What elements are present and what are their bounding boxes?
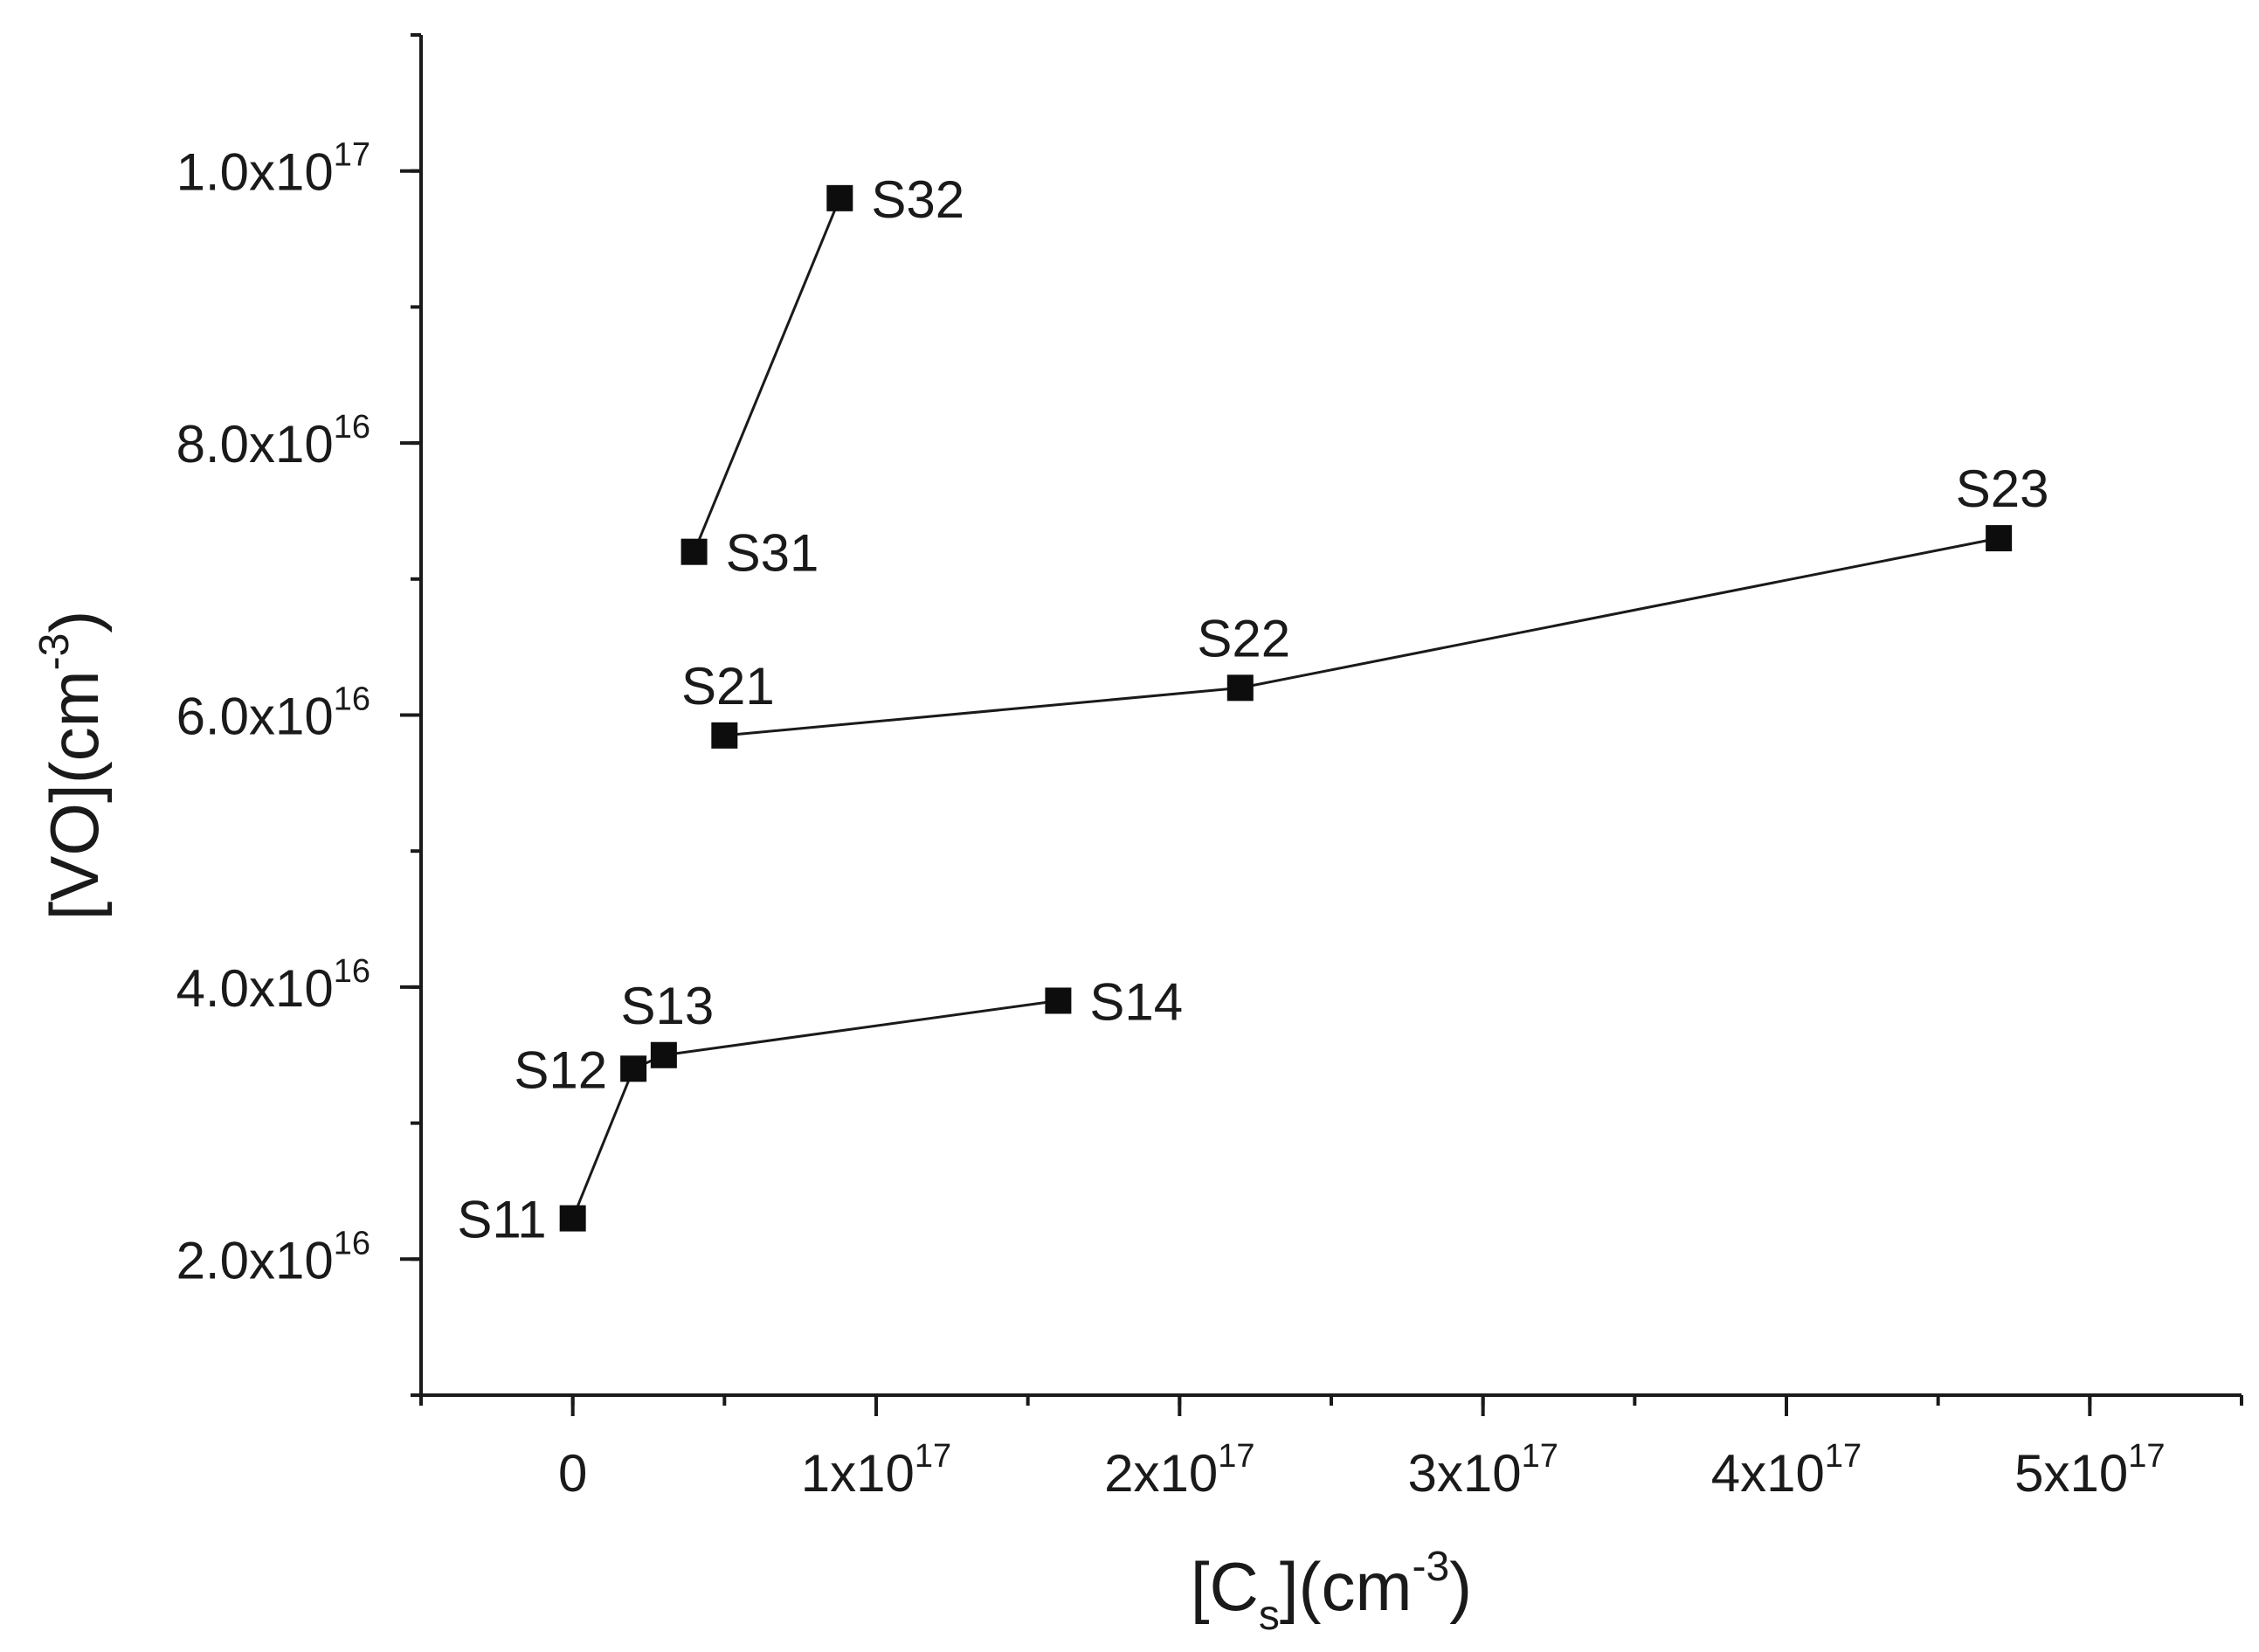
x-ticks: 0 1x1017 2x1017 3x1017 4x1017 5x1017 xyxy=(419,1395,2243,1503)
x-tick-label: 5x1017 xyxy=(2014,1438,2165,1503)
series-line-s3 xyxy=(693,197,841,553)
point-label-s12: S12 xyxy=(514,1040,607,1099)
point-label-s31: S31 xyxy=(726,524,819,583)
data-point-s14 xyxy=(1045,987,1072,1014)
y-axis-title: [VO](cm-3) xyxy=(31,611,113,921)
point-label-s22: S22 xyxy=(1197,609,1290,667)
data-point-s11 xyxy=(559,1205,586,1232)
data-point-s31 xyxy=(680,538,708,565)
point-label-s11: S11 xyxy=(457,1191,546,1249)
markers xyxy=(559,184,2013,1232)
point-label-s23: S23 xyxy=(1956,460,2049,518)
x-tick-label: 0 xyxy=(558,1444,587,1503)
y-ticks: 2.0x1016 4.0x1016 6.0x1016 8.0x1016 1.0x1017 xyxy=(176,33,421,1397)
point-label-s14: S14 xyxy=(1089,972,1183,1031)
data-point-s23 xyxy=(1986,525,2013,552)
series-line-s2 xyxy=(724,536,2000,737)
point-label-s21: S21 xyxy=(681,657,775,715)
series-line-s1 xyxy=(571,999,1059,1220)
point-label-s13: S13 xyxy=(620,977,714,1035)
x-tick-label: 3x1017 xyxy=(1407,1438,1558,1503)
y-tick-label: 2.0x1016 xyxy=(176,1225,370,1289)
data-point-s22 xyxy=(1226,674,1254,702)
x-tick-label: 2x1017 xyxy=(1104,1438,1254,1503)
data-point-s32 xyxy=(826,184,853,211)
y-tick-label: 4.0x1016 xyxy=(176,953,370,1018)
series-lines xyxy=(571,197,2000,1220)
data-point-s13 xyxy=(650,1041,677,1068)
y-tick-label: 8.0x1016 xyxy=(176,409,370,473)
x-tick-label: 1x1017 xyxy=(801,1438,951,1503)
data-point-s21 xyxy=(711,722,738,749)
point-label-s32: S32 xyxy=(871,170,964,229)
data-point-s12 xyxy=(620,1055,647,1082)
x-axis-title: [Cs](cm-3) xyxy=(1191,1544,1472,1639)
y-tick-label: 6.0x1016 xyxy=(176,681,370,746)
y-tick-label: 1.0x1017 xyxy=(176,137,370,202)
x-tick-label: 4x1017 xyxy=(1711,1438,1862,1503)
